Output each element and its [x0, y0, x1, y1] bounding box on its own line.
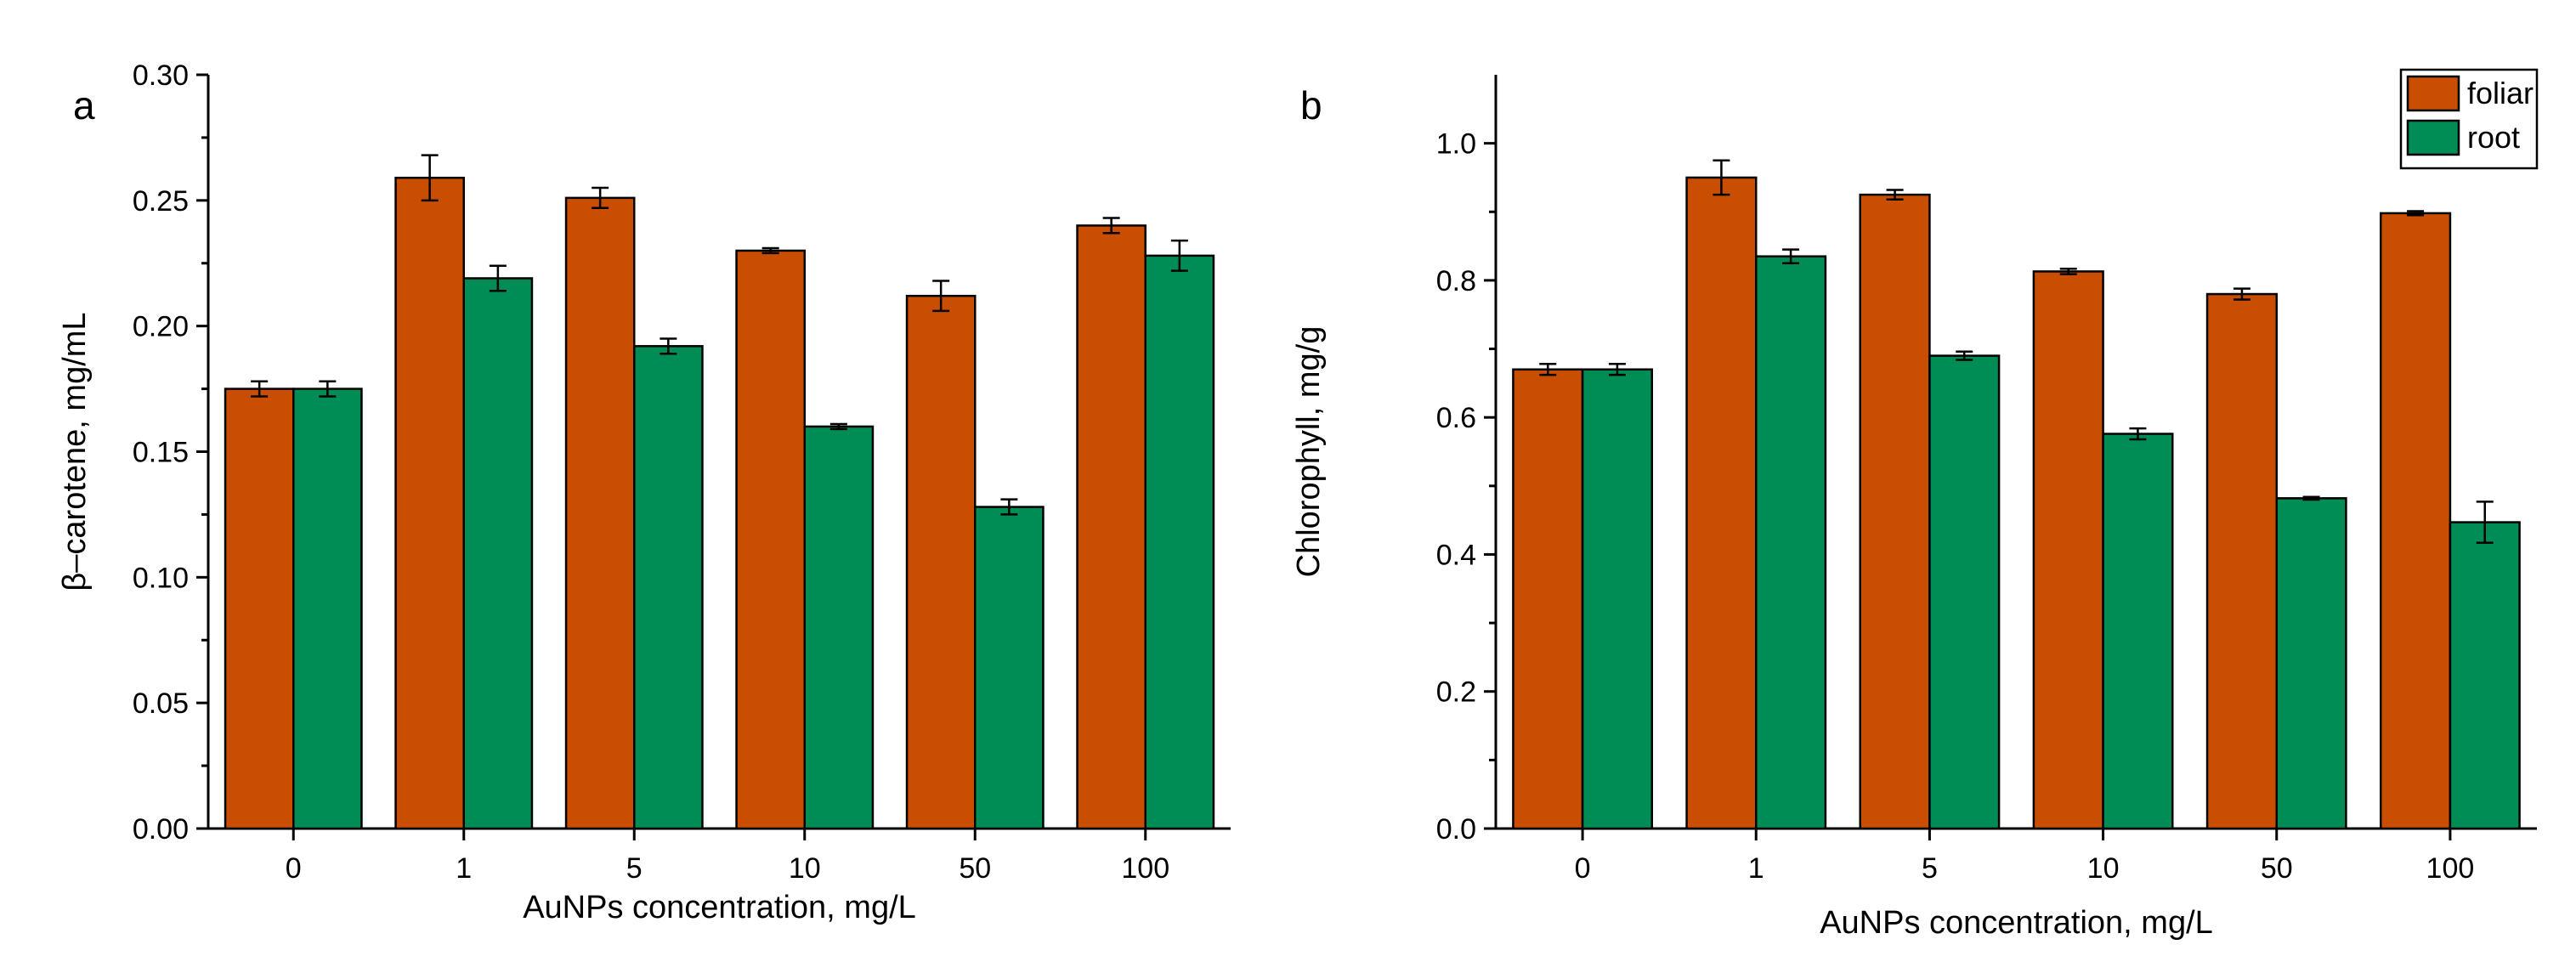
bar-foliar-10: [735, 249, 806, 830]
panel-label: b: [1300, 83, 1322, 127]
error-bar-foliar-1: [1713, 159, 1730, 196]
error-bar-root-0: [319, 380, 337, 398]
chart-panel-a: a 0.00 0.05 0.10 0.15 0.20 0.25 0.30 0 1 5 10 50 100 A…: [57, 59, 1231, 925]
y-tick-label: 0.25: [133, 185, 189, 218]
error-bar-root-10: [2129, 427, 2147, 441]
bar-foliar-0: [1512, 368, 1584, 830]
x-tick-label: 5: [626, 852, 643, 885]
error-bar-foliar-100: [1102, 217, 1120, 235]
bar-root-0: [1581, 368, 1654, 830]
y-tick-label: 0.30: [133, 59, 189, 92]
error-bar-root-100: [1170, 239, 1188, 272]
y-axis-title: Chlorophyll, mg/g: [1291, 326, 1327, 578]
error-bar-foliar-10: [2059, 267, 2077, 275]
legend-label-foliar: foliar: [2467, 76, 2534, 110]
y-tick-label: 0.8: [1436, 265, 1476, 297]
x-tick-label: 1: [1748, 852, 1764, 885]
error-bar-foliar-50: [2233, 287, 2250, 301]
bar-root-100: [2449, 521, 2521, 830]
error-bar-root-1: [489, 264, 507, 292]
legend: foliar root: [2399, 68, 2539, 170]
bar-root-5: [1928, 354, 2001, 830]
bar-foliar-50: [905, 294, 977, 830]
error-bar-foliar-1: [421, 154, 439, 202]
x-tick-label: 5: [1922, 852, 1938, 885]
error-bar-root-50: [2302, 495, 2320, 501]
error-bar-foliar-5: [592, 186, 609, 209]
y-tick-label: 1.0: [1436, 128, 1476, 161]
x-axis-title: AuNPs concentration, mg/L: [523, 890, 916, 925]
error-bar-root-5: [1956, 350, 1973, 361]
error-bar-root-0: [1608, 363, 1626, 376]
error-bar-root-50: [1000, 498, 1018, 516]
y-tick-label: 0.0: [1436, 813, 1476, 846]
bar-root-5: [633, 345, 704, 830]
legend-swatch-foliar: [2406, 75, 2460, 112]
x-tick-label: 50: [959, 852, 991, 885]
y-tick-label: 0.15: [133, 437, 189, 469]
y-tick-label: 0.6: [1436, 402, 1476, 434]
x-tick-label: 50: [2261, 852, 2293, 885]
y-tick-label: 0.00: [133, 813, 189, 846]
bar-foliar-5: [1859, 193, 1931, 830]
bar-foliar-0: [224, 388, 295, 830]
bar-foliar-1: [394, 176, 465, 830]
x-tick-label: 100: [1121, 852, 1169, 885]
bar-foliar-10: [2032, 270, 2104, 830]
error-bar-foliar-10: [761, 246, 779, 255]
error-bar-foliar-5: [1886, 189, 1904, 201]
error-bar-foliar-50: [932, 280, 950, 313]
x-tick-label: 0: [1575, 852, 1591, 885]
x-tick-label: 100: [2426, 852, 2475, 885]
chart-panel-b: b 0.0 0.2 0.4 0.6 0.8 1.0 0 1 5 10 50 100 AuNPs conce…: [1291, 68, 2539, 941]
error-bar-foliar-0: [251, 380, 269, 398]
bar-root-10: [803, 425, 875, 830]
y-axis-title: β–carotene, mg/mL: [57, 312, 93, 591]
bar-root-10: [2102, 433, 2174, 830]
error-bar-foliar-0: [1539, 363, 1557, 376]
legend-label-root: root: [2467, 120, 2520, 155]
bar-foliar-50: [2205, 292, 2278, 830]
error-bar-root-5: [660, 337, 677, 355]
bar-root-0: [292, 388, 363, 830]
bar-foliar-100: [2380, 212, 2452, 830]
y-tick-label: 0.2: [1436, 676, 1476, 709]
error-bar-foliar-100: [2407, 210, 2425, 217]
y-tick-label: 0.4: [1436, 539, 1476, 571]
x-tick-label: 1: [456, 852, 472, 885]
x-axis-title: AuNPs concentration, mg/L: [1820, 905, 2213, 941]
x-tick-label: 10: [789, 852, 821, 885]
error-bar-root-100: [2476, 501, 2494, 544]
bar-root-1: [1755, 255, 1827, 830]
bar-foliar-5: [564, 196, 636, 830]
panel-label: a: [73, 83, 95, 127]
x-tick-label: 10: [2087, 852, 2120, 885]
bar-root-50: [2275, 497, 2347, 830]
bar-root-50: [974, 506, 1045, 830]
bar-foliar-100: [1076, 224, 1147, 830]
bar-foliar-1: [1685, 176, 1758, 830]
bar-root-1: [462, 277, 534, 830]
y-tick-label: 0.20: [133, 311, 189, 343]
legend-swatch-root: [2406, 119, 2460, 156]
y-tick-label: 0.05: [133, 687, 189, 720]
error-bar-root-1: [1782, 248, 1800, 264]
x-tick-label: 0: [286, 852, 302, 885]
bar-root-100: [1144, 254, 1215, 830]
error-bar-root-10: [829, 422, 847, 431]
y-tick-label: 0.10: [133, 562, 189, 594]
